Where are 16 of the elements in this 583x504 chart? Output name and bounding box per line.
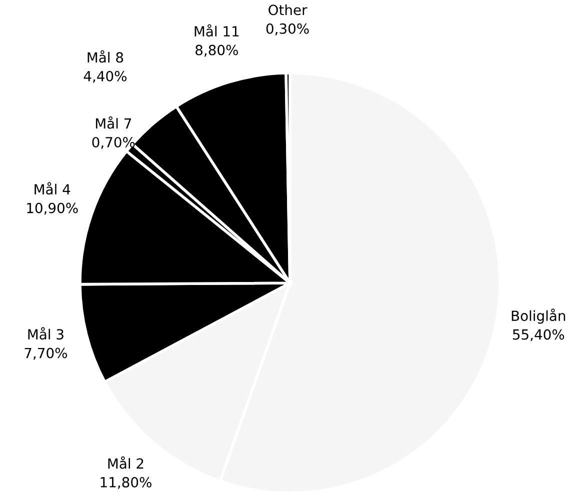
slice-label: Mål 8 (88, 50, 124, 63)
data-label: 0,30% (266, 23, 309, 36)
data-label: 4,40% (84, 70, 126, 83)
slice-label: Mål 2 (108, 456, 144, 469)
slice-label: Mål 3 (28, 327, 64, 340)
data-label: 11,80% (100, 476, 152, 489)
slice-label: Other (268, 4, 308, 16)
data-label: 8,80% (196, 44, 238, 57)
data-label: 10,90% (27, 202, 78, 215)
data-label: 7,70% (24, 348, 68, 360)
data-label: 0,70% (92, 136, 135, 149)
slice-label: Mål 4 (34, 182, 70, 195)
slice-label: Mål 7 (96, 116, 132, 129)
slice-label: Boliglån (512, 308, 566, 324)
slice-label: Mål 11 (194, 24, 239, 37)
data-label: 55,40% (512, 329, 564, 342)
